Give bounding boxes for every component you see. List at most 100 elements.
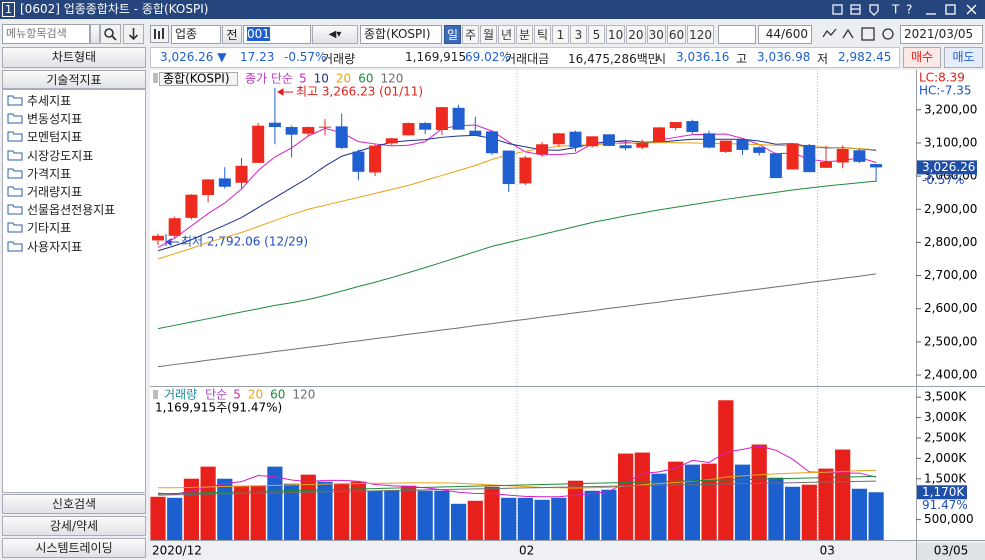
volume-bar [684,464,700,540]
period-button[interactable]: 5 [588,25,605,44]
y-tick-label: 2,400,00 [924,368,977,382]
volume-bar [768,477,784,540]
candle-body [369,145,382,173]
price-value: 3,026.26 [160,50,214,64]
folder-icon [7,131,23,142]
period-button[interactable]: 분 [516,25,533,44]
x-tick-label: 2020/12 [152,544,202,558]
speaker-button[interactable]: ◀▾ [312,25,358,44]
price-arrow: ▼ [217,50,227,64]
search-box[interactable]: 메뉴항목검색 [2,24,90,44]
count-field[interactable]: 44/600 [758,25,812,44]
indicator-item[interactable]: 기타지표 [27,221,72,236]
text-tool[interactable]: T [891,3,900,17]
volume-bar [851,488,867,540]
folder-icon [7,186,23,197]
indicator-item[interactable]: 선물옵션전용지표 [27,203,116,218]
volume-bar [501,497,517,540]
volume-legend-name: 거래량 [164,388,197,402]
period-button[interactable]: 일 [444,25,461,44]
count-max: /600 [781,27,808,41]
candle-body [486,131,498,154]
moving-average-line [157,180,877,330]
volume-bar [601,489,617,540]
indicator-item[interactable]: 가격지표 [27,166,72,181]
legend-entry: 60 [270,388,285,402]
count-dropdown[interactable] [718,25,756,44]
help[interactable]: ? [906,3,912,17]
period-button[interactable]: 주 [462,25,479,44]
folder-icon [7,113,23,124]
tool-icons[interactable] [820,25,898,44]
change: 17.23 [240,50,275,64]
candle-body [636,142,649,148]
chart-type-button[interactable]: 차트형태 [2,47,146,68]
buy-button[interactable]: 매수 [903,47,941,68]
date-field[interactable]: 2021/03/05 [900,25,983,44]
period-button[interactable]: 년 [498,25,515,44]
y-tick-label: 3,200,00 [924,102,977,116]
last-price-pct: -0.57% [922,173,964,187]
high-annotation: 최고 3,266.23 (01/11) [296,85,423,99]
folder-icon [7,95,23,106]
legend-entry: 20 [336,72,351,86]
indicator-item[interactable]: 추세지표 [27,94,72,108]
title-bar [0,0,985,19]
change-pct: -0.57% [284,50,327,64]
indicator-item[interactable]: 사용자지표 [27,239,83,254]
legend-marker [153,73,158,83]
y-tick-label: 3,000K [924,410,967,424]
candle-body [319,126,331,128]
indicators-header[interactable]: 기술적지표 [2,70,146,89]
period-button[interactable]: 1 [552,25,569,44]
candle-body [168,218,181,236]
lc-label: LC:8.39 [919,71,965,85]
all-button[interactable]: 전 [222,25,242,44]
high-label: 고 [736,52,748,66]
indicator-item[interactable]: 시장강도지표 [27,148,94,163]
low-label: 저 [817,52,829,66]
ma-label: 종가 단순 [245,72,293,86]
signal-search-button[interactable]: 신호검색 [2,494,146,514]
strength-button[interactable]: 강세/약세 [2,516,146,536]
period-button[interactable]: 20 [626,25,646,44]
volume-bar [233,485,250,540]
period-button[interactable]: 틱 [534,25,551,44]
sell-button[interactable]: 매도 [944,47,983,68]
system-trading-button[interactable]: 시스템트레이딩 [2,538,146,558]
indicator-item[interactable]: 변동성지표 [27,112,83,127]
search-dropdown[interactable] [90,24,100,44]
market-select[interactable]: 업종 [171,25,221,44]
candle-body [268,122,281,128]
legend-box [159,72,238,86]
indicator-item[interactable]: 거래량지표 [27,185,83,199]
candle-body [402,123,415,136]
period-button[interactable]: 30 [646,25,666,44]
volume-bar [801,484,817,540]
period-button[interactable]: 10 [606,25,626,44]
low-annotation: 최저 2,792.06 (12/29) [181,235,308,249]
indicator-item[interactable]: 모멘텀지표 [27,130,83,145]
candle-body [602,134,615,146]
legend-entry: 5 [233,388,241,402]
period-button[interactable]: 120 [687,25,715,44]
candle-body [519,157,532,184]
folder-icon [7,204,23,215]
period-button[interactable]: 60 [666,25,687,44]
candle-body [352,151,365,172]
last-volume-box [917,485,967,500]
amount: 16,475,286백만 [568,52,659,66]
period-button[interactable]: 월 [480,25,497,44]
code-input[interactable]: 001 [243,25,311,44]
y-tick-label: 500,000 [924,512,974,526]
chart-icon[interactable] [150,25,170,44]
volume-pct: 69.02% [465,50,511,64]
moving-average-line [157,124,877,248]
volume-bar [517,497,533,540]
volume-average-line [157,475,877,495]
candle-body [836,148,849,163]
candle-body [753,147,766,153]
volume-bar [217,478,233,540]
period-button[interactable]: 3 [570,25,587,44]
